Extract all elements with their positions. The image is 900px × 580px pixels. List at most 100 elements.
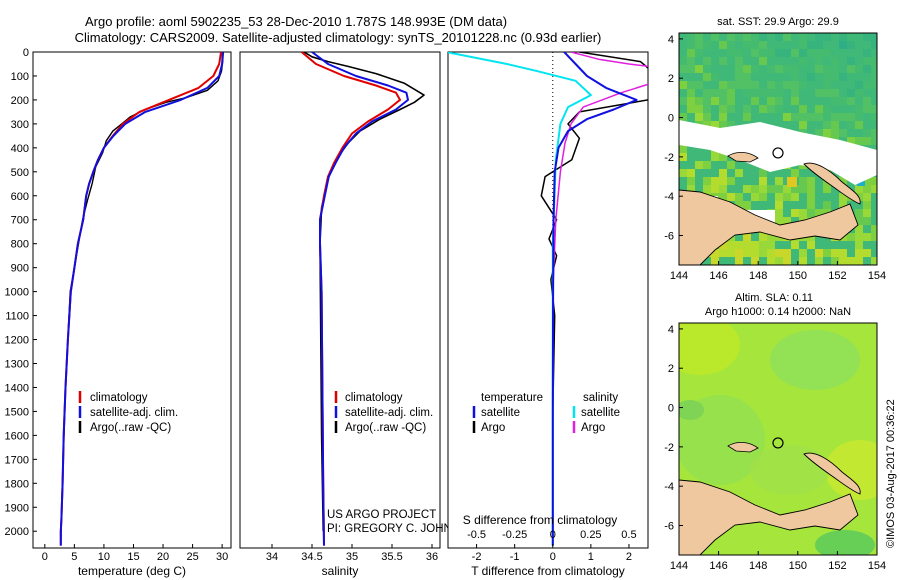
sst-cell (767, 97, 775, 105)
sst-cell (711, 177, 719, 185)
sst-cell (751, 33, 759, 41)
sst-cell (759, 241, 767, 249)
sst-cell (807, 113, 815, 121)
lon-tick-label: 154 (868, 270, 886, 282)
sst-cell (743, 89, 751, 97)
t-difference-ticks: -2 -1 0 1 2 (472, 544, 632, 563)
sla-blob (750, 445, 830, 495)
sst-cell (863, 33, 871, 41)
sst-cell (703, 161, 711, 169)
sst-cell (807, 185, 815, 193)
s-difference-tick-label: 0 (550, 529, 556, 541)
sst-cell (743, 241, 751, 249)
lon-tick-label: 150 (789, 560, 807, 572)
sst-cell (855, 121, 863, 129)
sst-cell (775, 193, 783, 201)
sst-cell (727, 41, 735, 49)
sst-cell (775, 105, 783, 113)
sst-cell (799, 57, 807, 65)
sst-cell (751, 89, 759, 97)
sst-cell (871, 57, 877, 65)
lat-tick-label: -6 (664, 521, 674, 533)
sst-cell (719, 81, 727, 89)
sst-cell (759, 57, 767, 65)
sst-cell (847, 41, 855, 49)
sst-cell (687, 177, 695, 185)
sst-cell (855, 249, 863, 257)
sst-cell (839, 193, 847, 201)
sst-cell (799, 81, 807, 89)
sst-cell (775, 65, 783, 73)
sst-cell (695, 65, 703, 73)
sst-cell (855, 241, 863, 249)
sst-cell (815, 33, 823, 41)
temperature-xlabel: temperature (deg C) (78, 564, 186, 578)
t-difference-tick-label: 1 (588, 551, 594, 563)
sst-cell (839, 177, 847, 185)
sst-cell (775, 81, 783, 89)
sst-map-panel: sat. SST: 29.9 Argo: 29.9 144 146 148 150 15… (664, 16, 886, 282)
salinity-tick-label: 36 (426, 551, 438, 563)
lat-tick-label: -2 (664, 152, 674, 164)
sst-cell (783, 185, 791, 193)
sst-cell (791, 97, 799, 105)
sst-cell (839, 113, 847, 121)
sst-cell (719, 89, 727, 97)
sst-cell (791, 185, 799, 193)
sst-cell (703, 97, 711, 105)
sst-cell (727, 97, 735, 105)
sst-cell (871, 185, 877, 193)
sst-cell (863, 233, 871, 241)
sla-blob (679, 323, 740, 375)
sst-cell (839, 201, 847, 209)
sst-cell (711, 153, 719, 161)
sst-cell (711, 33, 719, 41)
sla-map-subtitle: Argo h1000: 0.14 h2000: NaN (705, 306, 851, 318)
sst-cell (759, 233, 767, 241)
sst-cell (775, 97, 783, 105)
s-difference-tick-label: 0.5 (621, 529, 636, 541)
sst-cell (767, 185, 775, 193)
sla-map-ticks: 144 146 148 150 152 154 4 2 0 -2 -4 -6 (664, 324, 886, 572)
sst-cell (807, 209, 815, 217)
sst-cell (711, 185, 719, 193)
sla-land-island (727, 442, 759, 453)
sst-cell (759, 49, 767, 57)
sst-cell (783, 217, 791, 225)
depth-tick-label: 800 (11, 239, 29, 251)
sst-cell (775, 209, 783, 217)
sst-cell (815, 41, 823, 49)
sst-cell (695, 97, 703, 105)
depth-tick-label: 2000 (5, 526, 29, 538)
sst-cell (751, 81, 759, 89)
sla-argo-marker (772, 437, 784, 449)
sst-cell (863, 209, 871, 217)
sst-cell (847, 121, 855, 129)
sst-cell (679, 57, 687, 65)
sst-cell (751, 193, 759, 201)
s-difference-tick-label: 0.25 (580, 529, 601, 541)
sst-cell (735, 193, 743, 201)
depth-tick-label: 600 (11, 191, 29, 203)
sst-cell (831, 57, 839, 65)
sst-cell (815, 49, 823, 57)
sst-cell (791, 169, 799, 177)
sst-cell (831, 113, 839, 121)
sla-land-newguinea (679, 479, 859, 555)
lat-tick-label: 4 (668, 34, 674, 46)
sst-cell (751, 241, 759, 249)
sst-cloud-mask (679, 120, 877, 185)
sst-cell (743, 65, 751, 73)
lat-tick-label: 0 (668, 113, 674, 125)
sst-cell (815, 105, 823, 113)
sst-cell (863, 193, 871, 201)
sst-cell (711, 257, 719, 265)
lon-tick-label: 148 (749, 270, 767, 282)
sst-cell (783, 249, 791, 257)
lon-tick-label: 152 (828, 270, 846, 282)
sst-cell (799, 49, 807, 57)
sst-cell (767, 81, 775, 89)
sla-map-field (679, 323, 877, 555)
salinity-ticks: 34 34.5 35 35.5 36 (266, 544, 438, 563)
sst-cell (751, 41, 759, 49)
